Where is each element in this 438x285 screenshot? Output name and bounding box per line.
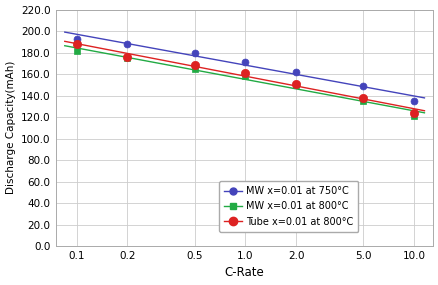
X-axis label: C-Rate: C-Rate — [224, 266, 264, 280]
Y-axis label: Discharge Capacity(mAh): Discharge Capacity(mAh) — [6, 61, 15, 194]
MW x=0.01 at 800°C — [74, 50, 79, 53]
MW x=0.01 at 800°C — [411, 114, 416, 118]
MW x=0.01 at 750°C — [293, 70, 298, 74]
MW x=0.01 at 750°C — [242, 60, 247, 64]
MW x=0.01 at 750°C — [74, 37, 79, 40]
MW x=0.01 at 750°C — [124, 42, 130, 46]
MW x=0.01 at 750°C — [411, 99, 416, 103]
MW x=0.01 at 800°C — [360, 99, 365, 103]
MW x=0.01 at 750°C — [360, 84, 365, 87]
MW x=0.01 at 800°C — [191, 67, 197, 70]
Tube x=0.01 at 800°C — [360, 96, 365, 99]
Tube x=0.01 at 800°C — [74, 42, 79, 46]
Tube x=0.01 at 800°C — [411, 111, 416, 115]
Line: MW x=0.01 at 800°C: MW x=0.01 at 800°C — [73, 48, 417, 119]
MW x=0.01 at 800°C — [242, 74, 247, 78]
MW x=0.01 at 750°C — [191, 51, 197, 54]
Tube x=0.01 at 800°C — [242, 71, 247, 75]
Tube x=0.01 at 800°C — [293, 82, 298, 86]
Line: MW x=0.01 at 750°C: MW x=0.01 at 750°C — [73, 35, 417, 104]
Tube x=0.01 at 800°C — [191, 64, 197, 67]
Tube x=0.01 at 800°C — [124, 55, 130, 58]
Legend: MW x=0.01 at 750°C, MW x=0.01 at 800°C, Tube x=0.01 at 800°C: MW x=0.01 at 750°C, MW x=0.01 at 800°C, … — [219, 181, 358, 232]
MW x=0.01 at 800°C — [293, 83, 298, 87]
Line: Tube x=0.01 at 800°C: Tube x=0.01 at 800°C — [72, 40, 417, 117]
MW x=0.01 at 800°C — [124, 56, 130, 60]
